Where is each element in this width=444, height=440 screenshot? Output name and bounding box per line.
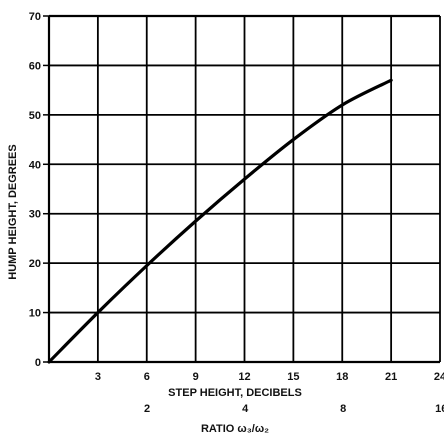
x2-tick-label-0: 2 [144, 403, 150, 415]
x-tick-label-4: 15 [287, 371, 299, 383]
x-tick-label-1: 6 [144, 371, 150, 383]
y-tick-label-1: 10 [29, 308, 41, 320]
x-tick-label-0: 3 [95, 371, 101, 383]
grid [49, 15, 441, 363]
y-tick-label-0: 0 [35, 357, 41, 369]
y-axis-label: HUMP HEIGHT, DEGREES [7, 144, 19, 280]
y-tick-label-4: 40 [29, 159, 41, 171]
series-line-0 [47, 78, 393, 364]
x2-tick-labels: 2 4 8 16 [144, 403, 444, 415]
x-axis-label: STEP HEIGHT, DECIBELS [168, 387, 302, 399]
x-tick-label-5: 18 [336, 371, 348, 383]
y-tick-label-5: 50 [29, 110, 41, 122]
x2-tick-label-1: 4 [242, 403, 249, 415]
x-tick-label-6: 21 [385, 371, 397, 383]
x2-tick-label-3: 16 [435, 403, 444, 415]
x-tick-label-2: 9 [193, 371, 199, 383]
y-tick-labels: 0 10 20 30 40 50 60 70 [29, 11, 49, 369]
x-tick-labels: 3 6 9 12 15 18 21 24 [95, 371, 444, 383]
y-tick-label-3: 30 [29, 209, 41, 221]
x2-tick-label-2: 8 [340, 403, 346, 415]
y-tick-label-6: 60 [29, 60, 41, 72]
series [47, 78, 393, 364]
x-tick-label-3: 12 [238, 371, 250, 383]
y-tick-label-7: 70 [29, 11, 41, 23]
x-tick-label-7: 24 [434, 371, 444, 383]
y-tick-label-2: 20 [29, 258, 41, 270]
plot-frame [47, 14, 440, 364]
x2-axis-label: RATIO ω₃/ω₂ [201, 423, 269, 435]
